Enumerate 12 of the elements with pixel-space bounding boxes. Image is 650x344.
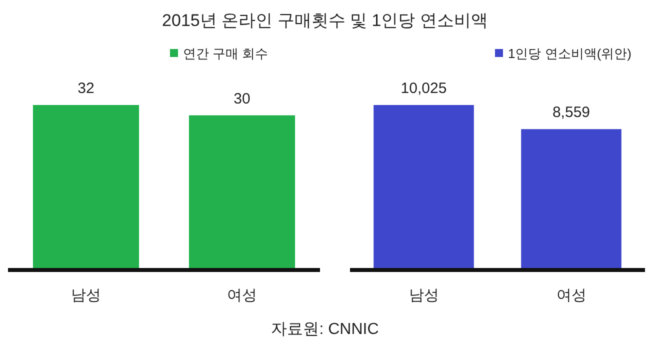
legend-label: 1인당 연소비액(위안) xyxy=(508,46,632,61)
x-tick-label: 남성 xyxy=(71,287,101,304)
text: 자료원: CNNIC xyxy=(271,321,379,338)
data-label: 32 xyxy=(78,80,94,97)
chart-title: 2015년 온라인 구매횟수 및 1인당 연소비액 xyxy=(162,11,488,30)
x-tick-label: 여성 xyxy=(556,287,586,304)
x-tick-label: 남성 xyxy=(408,287,439,304)
legend-label: 연간 구매 회수 xyxy=(183,46,268,61)
data-label: 8,559 xyxy=(552,104,590,122)
x-tick-label: 여성 xyxy=(227,287,257,304)
data-label: 30 xyxy=(234,90,250,108)
data-label: 10,025 xyxy=(400,80,447,97)
